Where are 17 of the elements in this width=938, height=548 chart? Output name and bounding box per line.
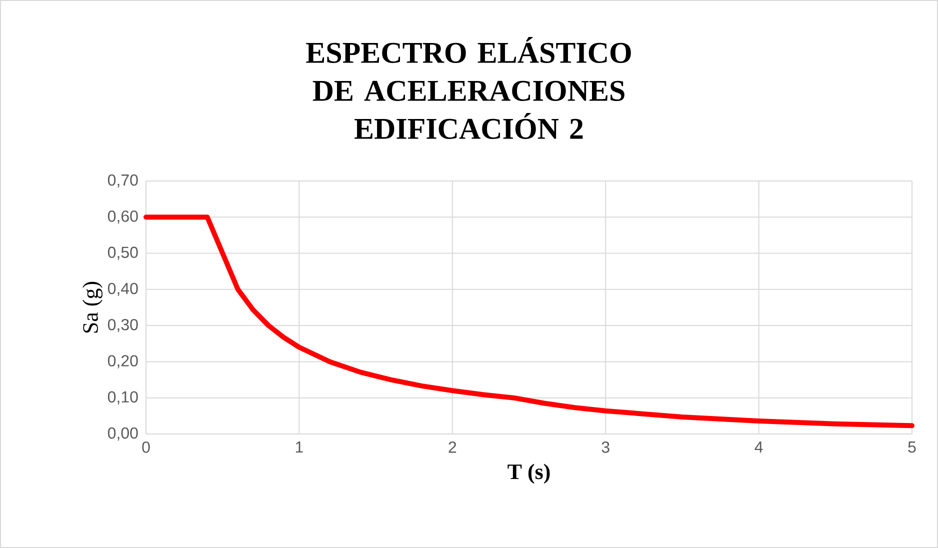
x-tick-label: 3: [602, 442, 610, 453]
x-tick-label: 2: [448, 442, 456, 453]
chart-title: ESPECTRO ELÁSTICO DE ACELERACIONES EDIFICACIÓN 2: [306, 36, 631, 140]
y-tick-label: 0,00: [108, 427, 138, 441]
x-tick-label: 1: [296, 442, 303, 453]
y-tick-label: 0,40: [108, 282, 138, 296]
y-tick-label: 0,60: [108, 210, 138, 224]
x-tick-label: 5: [908, 442, 916, 453]
x-tick-label: 0: [142, 442, 150, 453]
y-tick-label: 0,70: [108, 174, 138, 188]
y-tick-label: 0,30: [108, 318, 138, 332]
y-tick-label: 0,50: [108, 246, 138, 260]
x-tick-label: 4: [754, 442, 763, 453]
y-tick-label: 0,20: [108, 355, 138, 368]
x-axis-title: T (s): [508, 464, 550, 484]
y-tick-label: 0,10: [108, 391, 138, 404]
y-axis-title: Sa (g): [82, 282, 102, 333]
